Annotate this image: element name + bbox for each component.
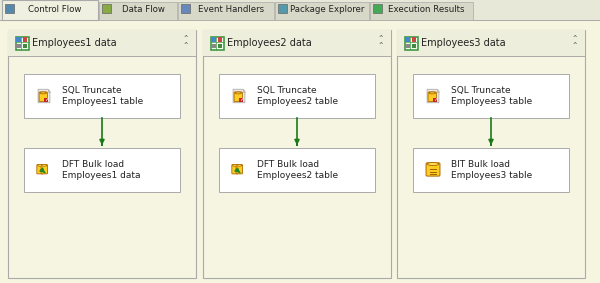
Ellipse shape (235, 92, 241, 94)
FancyBboxPatch shape (278, 4, 287, 13)
Text: DFT Bulk load
Employees2 table: DFT Bulk load Employees2 table (257, 160, 338, 180)
FancyBboxPatch shape (99, 2, 177, 20)
Text: ✓: ✓ (44, 97, 49, 102)
FancyBboxPatch shape (413, 148, 569, 192)
Text: ⌃
⌃: ⌃ ⌃ (183, 35, 189, 51)
FancyBboxPatch shape (413, 74, 569, 118)
Text: Employees2 data: Employees2 data (227, 38, 312, 48)
Ellipse shape (233, 164, 238, 166)
FancyBboxPatch shape (24, 74, 180, 118)
Polygon shape (427, 89, 439, 103)
FancyBboxPatch shape (203, 30, 391, 278)
FancyBboxPatch shape (236, 165, 242, 174)
FancyBboxPatch shape (23, 44, 28, 48)
FancyBboxPatch shape (219, 74, 375, 118)
Text: Execution Results: Execution Results (388, 5, 465, 14)
Text: ✓: ✓ (433, 97, 437, 102)
Text: BIT Bulk load
Employees3 table: BIT Bulk load Employees3 table (451, 160, 532, 180)
FancyBboxPatch shape (232, 165, 238, 174)
Ellipse shape (237, 164, 242, 166)
Text: DFT Bulk load
Employees1 data: DFT Bulk load Employees1 data (62, 160, 140, 180)
FancyBboxPatch shape (203, 30, 391, 56)
FancyBboxPatch shape (412, 37, 416, 42)
FancyBboxPatch shape (41, 165, 47, 174)
FancyBboxPatch shape (2, 0, 98, 20)
Text: SQL Truncate
Employees3 table: SQL Truncate Employees3 table (451, 85, 532, 106)
Text: ⌃
⌃: ⌃ ⌃ (378, 35, 384, 51)
Text: Data Flow: Data Flow (122, 5, 164, 14)
FancyBboxPatch shape (397, 30, 585, 56)
Ellipse shape (429, 92, 436, 94)
FancyBboxPatch shape (234, 92, 242, 102)
FancyBboxPatch shape (181, 4, 190, 13)
Polygon shape (437, 89, 439, 91)
Ellipse shape (38, 164, 43, 166)
FancyBboxPatch shape (239, 98, 244, 102)
Text: SQL Truncate
Employees2 table: SQL Truncate Employees2 table (257, 85, 338, 106)
FancyBboxPatch shape (211, 44, 216, 48)
FancyBboxPatch shape (404, 37, 418, 50)
FancyBboxPatch shape (16, 37, 29, 50)
FancyBboxPatch shape (23, 37, 28, 42)
Polygon shape (48, 89, 50, 91)
FancyBboxPatch shape (5, 4, 14, 13)
Text: ⌃
⌃: ⌃ ⌃ (572, 35, 578, 51)
FancyBboxPatch shape (211, 37, 216, 42)
FancyBboxPatch shape (16, 37, 21, 42)
FancyBboxPatch shape (102, 4, 111, 13)
FancyBboxPatch shape (37, 165, 43, 174)
Polygon shape (243, 89, 245, 91)
FancyBboxPatch shape (426, 163, 440, 176)
FancyBboxPatch shape (24, 148, 180, 192)
FancyBboxPatch shape (219, 148, 375, 192)
Text: Event Handlers: Event Handlers (198, 5, 264, 14)
FancyBboxPatch shape (405, 37, 410, 42)
FancyBboxPatch shape (178, 2, 274, 20)
FancyBboxPatch shape (218, 44, 223, 48)
FancyBboxPatch shape (0, 0, 600, 20)
FancyBboxPatch shape (211, 37, 223, 50)
FancyBboxPatch shape (8, 30, 196, 56)
Text: Control Flow: Control Flow (28, 5, 82, 14)
FancyBboxPatch shape (8, 30, 196, 278)
FancyBboxPatch shape (412, 44, 416, 48)
Text: Employees3 data: Employees3 data (421, 38, 506, 48)
Text: Employees1 data: Employees1 data (32, 38, 116, 48)
Polygon shape (233, 89, 245, 103)
FancyBboxPatch shape (16, 44, 21, 48)
FancyBboxPatch shape (39, 92, 47, 102)
Polygon shape (38, 89, 50, 103)
Ellipse shape (40, 92, 46, 94)
Text: SQL Truncate
Employees1 table: SQL Truncate Employees1 table (62, 85, 143, 106)
FancyBboxPatch shape (405, 44, 410, 48)
FancyBboxPatch shape (275, 2, 369, 20)
FancyBboxPatch shape (44, 98, 49, 102)
FancyBboxPatch shape (433, 98, 437, 102)
Text: ✓: ✓ (239, 97, 244, 102)
FancyBboxPatch shape (397, 30, 585, 278)
Text: Package Explorer: Package Explorer (290, 5, 364, 14)
FancyBboxPatch shape (0, 20, 600, 283)
FancyBboxPatch shape (373, 4, 382, 13)
Ellipse shape (42, 164, 47, 166)
Ellipse shape (427, 162, 439, 166)
FancyBboxPatch shape (370, 2, 473, 20)
FancyBboxPatch shape (218, 37, 223, 42)
FancyBboxPatch shape (428, 92, 436, 102)
